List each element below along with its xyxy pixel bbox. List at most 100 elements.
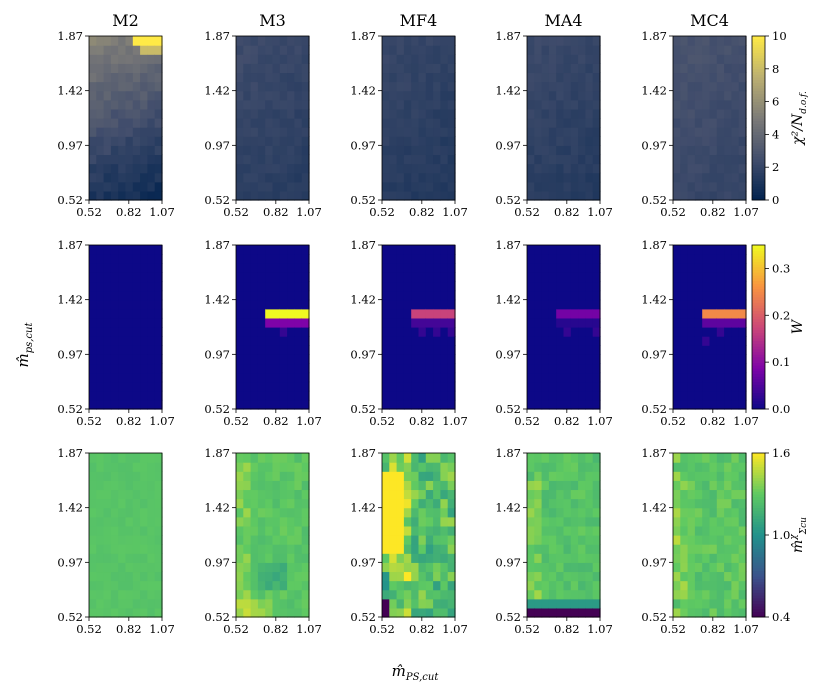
heatmap-cell [411, 299, 420, 310]
heatmap-cell [570, 263, 579, 273]
heatmap-cell [527, 290, 535, 301]
heatmap-cell [294, 399, 303, 410]
heatmap-cell [265, 390, 274, 401]
heatmap-cell [534, 263, 543, 273]
heatmap-cell [716, 345, 725, 355]
heatmap-cell [534, 118, 543, 128]
heatmap-cell [563, 127, 572, 137]
heatmap-cell [287, 562, 295, 573]
heatmap-cell [738, 54, 747, 64]
heatmap-cell [236, 535, 244, 545]
heatmap-cell [294, 580, 303, 591]
heatmap-cell [425, 317, 434, 328]
heatmap-cell [447, 317, 456, 328]
heatmap-cell [132, 345, 141, 355]
heatmap-cell [382, 54, 390, 64]
heatmap-cell [103, 525, 112, 536]
heatmap-cell [556, 598, 565, 609]
heatmap-cell [411, 336, 420, 346]
heatmap-cell [418, 127, 427, 137]
heatmap-cell [140, 90, 148, 101]
heatmap-cell [563, 281, 572, 292]
heatmap-cell [527, 317, 535, 328]
heatmap-cell [447, 299, 456, 310]
heatmap-cell [702, 54, 711, 64]
heatmap-cell [680, 154, 689, 165]
heatmap-cell [257, 327, 266, 337]
heatmap-cell [265, 254, 274, 264]
heatmap-cell [738, 254, 747, 264]
heatmap-cell [103, 535, 112, 545]
heatmap-cell [257, 336, 266, 346]
heatmap-cell [585, 471, 594, 481]
heatmap-cell [382, 607, 390, 618]
heatmap-cell [585, 562, 594, 573]
heatmap-cell [541, 54, 550, 64]
heatmap-cell [570, 45, 579, 55]
heatmap-cell [147, 453, 156, 463]
heatmap-cell [140, 72, 148, 83]
heatmap-cell [89, 190, 97, 201]
x-tick-label: 1.07 [587, 205, 613, 219]
heatmap-cell [716, 327, 725, 337]
heatmap-cell [687, 254, 696, 264]
heatmap-cell [236, 118, 244, 128]
colorbar-segment [752, 362, 765, 366]
heatmap-cell [440, 281, 449, 292]
heatmap-cell [89, 525, 97, 536]
colorbar-segment [752, 565, 765, 569]
colorbar-tick-label: 6 [772, 95, 779, 109]
heatmap-cell [132, 562, 141, 573]
heatmap-cell [301, 598, 310, 609]
heatmap-cell [236, 372, 244, 383]
panel-frame [526, 452, 601, 618]
heatmap-cell [425, 72, 434, 83]
heatmap-cell [578, 345, 586, 355]
heatmap-cell [140, 45, 148, 55]
heatmap-cell [265, 553, 274, 563]
heatmap-cell [243, 544, 252, 554]
heatmap-cell [716, 81, 725, 92]
heatmap-cell [673, 154, 681, 165]
heatmap-cell [556, 308, 565, 319]
colorbar-segment [752, 556, 765, 561]
heatmap-cell [563, 145, 572, 156]
panel-frame [381, 452, 456, 618]
y-tick-label: 0.97 [350, 347, 376, 361]
heatmap-cell [125, 363, 134, 374]
heatmap-cell [534, 45, 543, 55]
x-tick-label: 0.52 [369, 205, 395, 219]
heatmap-cell [236, 453, 244, 463]
heatmap-cell [433, 263, 441, 273]
heatmap-cell [738, 145, 747, 156]
heatmap-cell [541, 272, 550, 283]
heatmap-cell [301, 345, 310, 355]
colorbar-segment [752, 82, 765, 86]
heatmap-cell [716, 516, 725, 527]
heatmap-cell [702, 190, 711, 201]
heatmap-cell [592, 363, 601, 374]
heatmap-cell [411, 390, 420, 401]
heatmap-cell [731, 480, 740, 491]
heatmap-cell [425, 90, 434, 101]
heatmap-cell [279, 598, 288, 609]
heatmap-cell [570, 345, 579, 355]
heatmap-cell [724, 45, 732, 55]
heatmap-cell [396, 553, 405, 563]
heatmap-cell [250, 580, 259, 591]
colorbar-segment [752, 79, 765, 83]
heatmap-cell [110, 363, 119, 374]
heatmap-cell [673, 299, 681, 310]
heatmap-cell [147, 81, 156, 92]
heatmap-cell [527, 489, 535, 500]
heatmap-cell [440, 45, 449, 55]
heatmap-cell [563, 571, 572, 582]
heatmap-cell [279, 489, 288, 500]
heatmap-cell [389, 580, 398, 591]
heatmap-cell [418, 163, 427, 174]
heatmap-cell [738, 290, 747, 301]
heatmap-cell [694, 308, 703, 319]
heatmap-cell [585, 145, 594, 156]
heatmap-cell [132, 263, 141, 273]
y-tick-label: 1.42 [57, 84, 83, 98]
